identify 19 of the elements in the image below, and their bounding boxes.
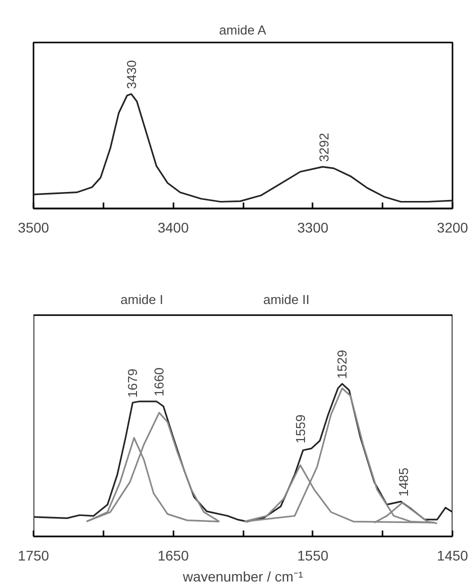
annotation: 1679 (125, 368, 140, 398)
annotation: 3292 (316, 132, 332, 162)
annotation: 3430 (124, 60, 139, 90)
text: amide I (120, 292, 164, 308)
x-tick-label: 3300 (297, 220, 329, 236)
x-tick-label: 1750 (18, 548, 50, 564)
text: amide II (263, 292, 310, 308)
x-tick-label: 1550 (297, 548, 329, 564)
annotation: 1485 (396, 468, 412, 497)
x-tick-label: 3400 (158, 220, 189, 236)
x-axis-title: wavenumber / cm⁻¹ (182, 568, 304, 584)
x-tick-label: 3500 (18, 220, 50, 236)
x-tick-label: 1650 (158, 548, 189, 564)
annotation: 1660 (152, 367, 167, 396)
x-tick-label: 3200 (436, 220, 468, 236)
x-tick-label: 1450 (436, 548, 468, 564)
chart-title: amide A (219, 22, 266, 38)
annotation: 1529 (334, 350, 350, 379)
annotation: 1559 (292, 414, 308, 444)
